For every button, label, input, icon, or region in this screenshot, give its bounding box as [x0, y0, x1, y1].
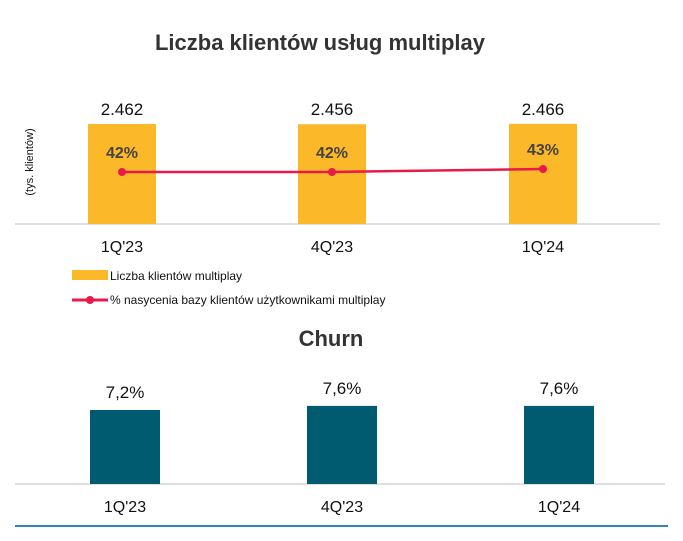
chart2-bar: [90, 410, 160, 484]
chart1-legend: Liczba klientów multiplay % nasycenia ba…: [72, 269, 385, 307]
chart1-bar-value-label: 2.456: [311, 100, 354, 119]
chart1-line-value-label: 42%: [106, 145, 138, 162]
chart1-line-value-label: 42%: [316, 145, 348, 162]
chart2-category-label: 4Q'23: [321, 499, 363, 516]
chart1-bar: [509, 123, 577, 224]
chart1-ylabel: (tys. klientów): [24, 128, 36, 195]
chart2-bar: [307, 405, 377, 484]
chart2-category-label: 1Q'24: [538, 499, 580, 516]
chart2-category-label: 1Q'23: [104, 499, 146, 516]
chart1-line-point: [328, 168, 336, 176]
chart2-labels: 7,2% 1Q'23 7,6% 4Q'23 7,6% 1Q'24: [104, 379, 580, 516]
chart1-line-series: [118, 165, 547, 176]
chart1-line-value-label: 43%: [527, 142, 559, 159]
chart1-category-label: 4Q'23: [311, 239, 353, 256]
chart1-title: Liczba klientów usług multiplay: [155, 30, 486, 55]
chart1-bar-value-label: 2.462: [101, 100, 144, 119]
chart2-bar-value-label: 7,6%: [540, 379, 579, 398]
chart1-category-label: 1Q'23: [101, 239, 143, 256]
chart1-line-point: [539, 165, 547, 173]
chart1-category-label: 1Q'24: [522, 239, 564, 256]
chart1-bar-value-label: 2.466: [522, 100, 565, 119]
legend-swatch-marker: [86, 296, 94, 304]
legend-label-bar: Liczba klientów multiplay: [110, 269, 242, 283]
chart2-bar-value-label: 7,2%: [106, 383, 145, 402]
chart2-bars: [90, 405, 594, 484]
legend-label-line: % nasycenia bazy klientów użytkownikami …: [110, 293, 385, 307]
chart2-bar-value-label: 7,6%: [323, 379, 362, 398]
chart2-bar: [524, 405, 594, 484]
chart2-title: Churn: [299, 326, 364, 351]
chart1-labels: 2.462 1Q'23 42% 2.456 4Q'23 42% 2.466 1Q'24 43%: [101, 100, 565, 256]
legend-swatch-bar: [72, 270, 108, 280]
chart1-line-point: [118, 168, 126, 176]
